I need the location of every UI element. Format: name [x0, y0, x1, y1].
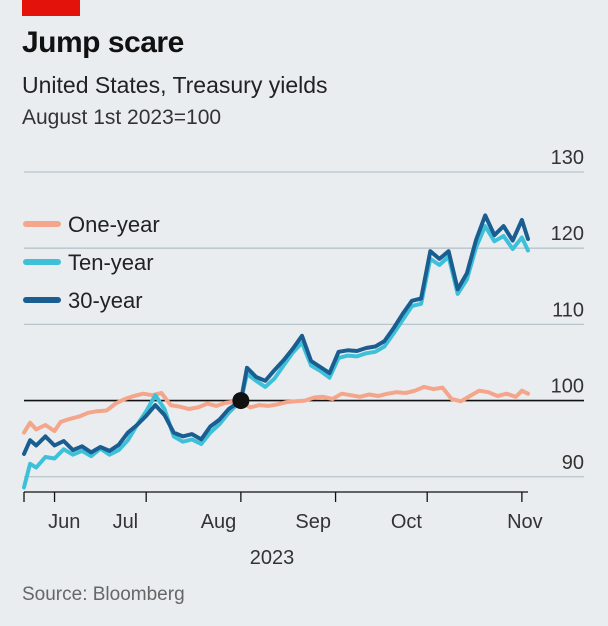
y-tick-label-130: 130 — [551, 147, 584, 169]
x-tick-label-jul: Jul — [113, 511, 139, 533]
y-tick-label-90: 90 — [562, 452, 584, 474]
x-tick-label-jun: Jun — [48, 511, 80, 533]
x-tick-label-nov: Nov — [507, 511, 543, 533]
y-tick-label-120: 120 — [551, 223, 584, 245]
index-note: August 1st 2023=100 — [22, 106, 222, 129]
x-axis: Jun Jul Aug Sep Oct Nov 2023 — [23, 491, 543, 569]
chart-subtitle: United States, Treasury yields — [22, 72, 328, 98]
x-tick-label-aug: Aug — [201, 511, 237, 533]
base-date-marker — [232, 392, 250, 410]
series-line-ten-year — [22, 224, 530, 490]
y-tick-label-100: 100 — [551, 376, 584, 398]
chart-title: Jump scare — [22, 26, 184, 59]
x-year-label: 2023 — [250, 547, 295, 569]
source-note: Source: Bloomberg — [22, 584, 185, 605]
series-line-one-year — [22, 384, 530, 435]
x-tick-label-sep: Sep — [295, 511, 331, 533]
legend: One-year Ten-year 30-year — [23, 212, 160, 313]
brand-tag — [22, 0, 80, 16]
series-lines — [22, 213, 530, 490]
y-tick-label-110: 110 — [552, 299, 584, 321]
legend-label-ten-year: Ten-year — [68, 250, 154, 275]
legend-label-one-year: One-year — [68, 212, 160, 237]
legend-label-30-year: 30-year — [68, 288, 143, 313]
x-tick-label-oct: Oct — [391, 511, 423, 533]
series-line-30-year — [22, 213, 530, 456]
